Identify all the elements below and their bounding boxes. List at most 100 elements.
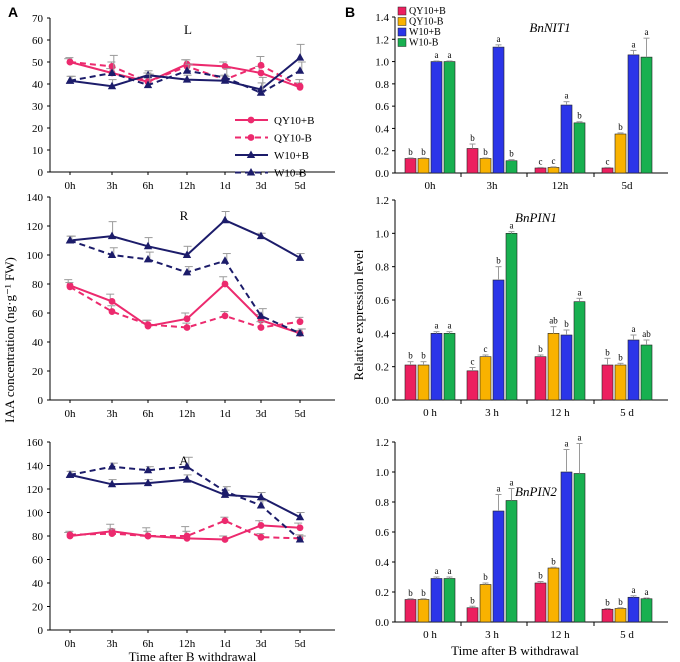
a-x-axis-label: Time after B withdrawal — [129, 649, 257, 662]
bnnit1-x-tick-label: 3h — [487, 180, 499, 192]
r-data-point — [144, 321, 152, 328]
bnpin2-significance-letter: a — [578, 433, 582, 443]
bnnit1-bar — [492, 46, 505, 174]
bnpin1-significance-letter: b — [408, 351, 413, 361]
legend-label: QY10-B — [409, 17, 444, 28]
bnpin2-bar — [640, 598, 653, 623]
bnpin1-significance-letter: b — [564, 319, 569, 329]
chart-bnpin1: 0.0 0.2 0.4 0.6 0.8 1.0 1.2 0 h 3 h 12 h 5 d BnPIN1… — [375, 195, 668, 419]
bnpin2-significance-letter: b — [551, 556, 556, 566]
bnnit1-bar — [601, 167, 614, 174]
a-title: A — [179, 453, 189, 468]
bnpin1-significance-letter: ab — [549, 316, 558, 326]
bnnit1-bar — [547, 167, 560, 174]
bnpin2-x-tick-label: 3 h — [485, 629, 499, 641]
l-y-tick-label: 0 — [38, 167, 44, 179]
bnpin2-bar — [479, 584, 492, 623]
bnpin1-bar — [573, 301, 586, 401]
r-x-tick-label: 12h — [179, 408, 196, 420]
bnpin2-significance-letter: a — [435, 566, 439, 576]
bnpin2-significance-letter: b — [483, 572, 488, 582]
bnpin1-bar — [479, 356, 492, 401]
bnnit1-bar — [573, 122, 586, 174]
bnnit1-y-tick-label: 0.8 — [375, 79, 389, 91]
r-data-point — [66, 283, 74, 291]
l-x-tick-label: 3d — [256, 180, 268, 192]
r-data-point — [182, 267, 192, 276]
r-data-point — [65, 236, 75, 244]
bnnit1-significance-letter: b — [509, 149, 514, 159]
bnpin2-bar — [534, 582, 547, 623]
r-data-point — [295, 253, 305, 261]
bnnit1-bar — [430, 61, 443, 174]
bnpin2-y-tick-label: 0.0 — [375, 617, 389, 629]
r-y-tick-label: 40 — [32, 337, 44, 349]
a-data-point — [295, 535, 305, 543]
l-data-point — [65, 76, 75, 84]
r-y-tick-label: 20 — [32, 366, 44, 378]
r-series-line — [69, 219, 301, 259]
bnnit1-x-tick-label: 0h — [425, 180, 437, 192]
bnpin2-significance-letter: b — [470, 595, 475, 605]
bnpin1-series-w10-b: abb a — [430, 256, 640, 401]
bnnit1-significance-letter: b — [618, 122, 623, 132]
a-series-w10-b — [65, 456, 306, 543]
a-data-point — [182, 475, 192, 483]
bnpin1-y-tick-label: 0.8 — [375, 262, 389, 274]
r-data-point — [221, 280, 229, 288]
bnpin2-bar — [466, 607, 479, 623]
bnnit1-significance-letter: c — [539, 156, 543, 166]
l-y-tick-label: 60 — [32, 35, 44, 47]
r-data-point — [221, 312, 229, 320]
r-data-point — [257, 324, 265, 331]
bnnit1-y-tick-label: 0.0 — [375, 168, 389, 180]
bnpin2-y-tick-label: 0.8 — [375, 497, 389, 509]
bnnit1-bar — [404, 158, 417, 174]
a-y-tick-label: 80 — [32, 531, 44, 543]
l-title: L — [184, 22, 192, 37]
a-x-tick-label: 3h — [107, 638, 119, 650]
bnpin2-y-tick-label: 0.2 — [375, 587, 389, 599]
l-x-tick-label: 3h — [107, 180, 119, 192]
a-data-point — [221, 517, 229, 525]
bnpin1-bar — [534, 356, 547, 401]
bnpin1-bar — [505, 233, 518, 401]
r-y-tick-label: 140 — [27, 192, 44, 204]
bnpin1-y-tick-label: 1.2 — [375, 195, 389, 207]
bnnit1-bar — [505, 160, 518, 174]
l-data-point — [182, 75, 192, 83]
legend-marker — [246, 168, 256, 176]
r-x-tick-label: 3h — [107, 408, 119, 420]
bnpin1-title: BnPIN1 — [515, 210, 557, 225]
bnpin1-significance-letter: a — [632, 324, 636, 334]
a-x-tick-label: 5d — [295, 638, 307, 650]
l-y-tick-label: 30 — [32, 101, 44, 113]
a-data-point — [107, 479, 117, 488]
bnpin2-bar — [560, 471, 573, 623]
a-y-tick-label: 60 — [32, 555, 44, 567]
chart-bnnit1: 0.0 0.2 0.4 0.6 0.8 1.0 1.2 1.4 0h 3h 12h 5d BnNIT1 b… — [375, 6, 668, 192]
bnpin2-y-tick-label: 0.6 — [375, 527, 389, 539]
bnpin1-bar — [560, 334, 573, 401]
bnnit1-x-tick-label: 5d — [622, 180, 634, 192]
bnpin1-bar — [443, 333, 456, 401]
legend-label: QY10-B — [274, 133, 312, 145]
bnpin2-bar — [417, 599, 430, 623]
a-data-point — [144, 532, 152, 540]
bnnit1-significance-letter: a — [565, 91, 569, 101]
a-data-point — [66, 531, 74, 539]
bnpin1-y-tick-label: 0.0 — [375, 395, 389, 407]
l-y-tick-label: 70 — [32, 13, 44, 25]
a-y-tick-label: 140 — [27, 461, 44, 473]
r-y-tick-label: 120 — [27, 221, 44, 233]
r-data-point — [108, 308, 116, 315]
r-data-point — [107, 250, 117, 258]
bnpin2-bar — [492, 510, 505, 623]
a-data-point — [107, 462, 117, 470]
legend-label: QY10+B — [409, 6, 446, 17]
